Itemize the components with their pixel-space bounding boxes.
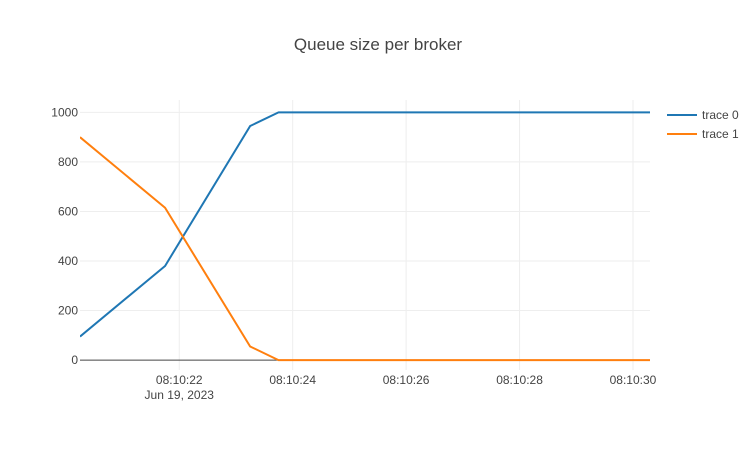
x-date-label: Jun 19, 2023 <box>145 388 215 402</box>
series-line-1 <box>80 136 650 362</box>
x-tick-label: 08:10:22 <box>156 373 203 387</box>
y-tick-label: 600 <box>58 204 78 218</box>
legend[interactable]: trace 0 trace 1 <box>667 108 739 141</box>
y-tick-label: 800 <box>58 155 78 169</box>
series-layer <box>80 111 650 362</box>
y-tick-label: 1000 <box>51 105 78 119</box>
legend-item-1[interactable]: trace 1 <box>667 127 739 141</box>
y-tick-label: 200 <box>58 304 78 318</box>
x-tick-label: 08:10:24 <box>269 373 316 387</box>
series-line-0 <box>80 111 650 338</box>
legend-label-0: trace 0 <box>702 108 739 122</box>
chart-title: Queue size per broker <box>294 35 463 54</box>
x-tick-label: 08:10:26 <box>383 373 430 387</box>
axes: 08:10:22 08:10:24 08:10:26 08:10:28 08:10:30… <box>51 105 656 402</box>
x-tick-label: 08:10:28 <box>496 373 543 387</box>
y-tick-label: 400 <box>58 254 78 268</box>
legend-item-0[interactable]: trace 0 <box>667 108 739 122</box>
legend-label-1: trace 1 <box>702 127 739 141</box>
x-tick-label: 08:10:30 <box>610 373 657 387</box>
y-tick-label: 0 <box>71 353 78 367</box>
